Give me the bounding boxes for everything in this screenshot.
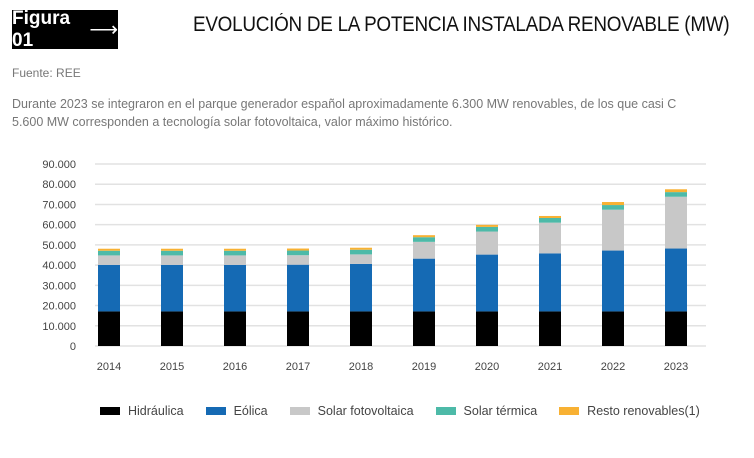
bar-segment: [350, 249, 372, 255]
legend-label: Hidráulica: [128, 404, 184, 418]
bar-segment: [350, 247, 372, 250]
x-tick-label: 2015: [160, 361, 184, 373]
bar-segment: [476, 231, 498, 255]
figure-label: Figura 01: [12, 7, 71, 51]
bar-segment: [350, 263, 372, 312]
bar-segment: [161, 250, 183, 256]
x-tick-label: 2020: [475, 361, 499, 373]
bar-segment: [224, 311, 246, 346]
y-tick-label: 80.000: [42, 179, 76, 191]
x-tick-label: 2014: [97, 361, 121, 373]
bar-segment: [602, 311, 624, 346]
bar-segment: [350, 311, 372, 346]
x-tick-label: 2018: [349, 361, 373, 373]
description: Durante 2023 se integraron en el parque …: [12, 95, 732, 131]
bar-segment: [161, 311, 183, 346]
legend-swatch: [205, 407, 226, 415]
bar-segment: [161, 255, 183, 265]
bar-segment: [665, 248, 687, 312]
legend: Hidráulica Eólica Solar fotovoltaica Solar …: [100, 404, 722, 418]
y-tick-label: 60.000: [42, 220, 76, 232]
bar-segment: [539, 253, 561, 312]
y-tick-label: 0: [70, 341, 76, 353]
bar-segment: [413, 237, 435, 242]
bar-segment: [98, 311, 120, 346]
bar-segment: [287, 255, 309, 265]
bar-segment: [98, 255, 120, 265]
bar-segment: [476, 226, 498, 232]
source-text: Fuente: REE: [12, 66, 81, 80]
bar-segment: [287, 311, 309, 346]
bar-segment: [539, 222, 561, 254]
bar-segment: [413, 258, 435, 312]
legend-label: Eólica: [233, 404, 268, 418]
legend-swatch: [435, 407, 456, 415]
y-tick-label: 40.000: [42, 260, 76, 272]
bar-segment: [98, 264, 120, 312]
bar-segment: [161, 264, 183, 312]
bar-segment: [476, 224, 498, 227]
bar-segment: [224, 264, 246, 312]
figure-badge: Figura 01 ⟶: [12, 7, 118, 51]
bar-segment: [161, 248, 183, 251]
legend-swatch: [289, 407, 310, 415]
x-tick-label: 2016: [223, 361, 247, 373]
x-tick-label: 2017: [286, 361, 310, 373]
bar-segment: [224, 255, 246, 265]
legend-item: Hidráulica: [100, 404, 184, 418]
x-tick-label: 2023: [664, 361, 688, 373]
y-tick-label: 90.000: [42, 159, 76, 171]
x-tick-label: 2019: [412, 361, 436, 373]
y-tick-label: 30.000: [42, 280, 76, 292]
legend-swatch: [100, 407, 120, 415]
legend-label: Solar térmica: [463, 404, 538, 418]
bar-segment: [539, 215, 561, 218]
bar-segment: [476, 254, 498, 312]
legend-label: Resto renovables(1): [587, 404, 700, 418]
bar-segment: [602, 202, 624, 206]
bar-segment: [602, 250, 624, 312]
bar-segment: [602, 205, 624, 210]
bar-segment: [665, 192, 687, 197]
bar-segment: [98, 248, 120, 251]
x-tick-label: 2022: [601, 361, 625, 373]
y-tick-label: 20.000: [42, 301, 76, 313]
bar-segment: [224, 250, 246, 256]
bar-segment: [224, 248, 246, 251]
stacked-bar-chart: 0 10.000 20.000 30.000 40.000 50.000 60.000 70.…: [42, 159, 706, 373]
description-line: 5.600 MW corresponden a tecnología solar…: [12, 115, 453, 129]
legend-item: Solar térmica: [435, 404, 538, 418]
description-line: Durante 2023 se integraron en el parque …: [12, 97, 677, 111]
bar-segment: [665, 311, 687, 346]
y-tick-label: 10.000: [42, 321, 76, 333]
x-tick-label: 2021: [538, 361, 562, 373]
legend-swatch: [559, 407, 580, 415]
bar-segment: [98, 250, 120, 256]
bar-segment: [350, 254, 372, 264]
bar-segment: [665, 196, 687, 249]
legend-item: Resto renovables(1): [559, 404, 700, 418]
bar-segment: [602, 209, 624, 251]
bar-segment: [287, 248, 309, 251]
bar-segment: [287, 264, 309, 312]
bar-segment: [476, 311, 498, 346]
arrow-right-icon: ⟶: [89, 19, 118, 41]
legend-item: Eólica: [205, 404, 268, 418]
bar-segment: [413, 235, 435, 238]
chart-title: EVOLUCIÓN DE LA POTENCIA INSTALADA RENOV…: [193, 13, 730, 36]
bar-segment: [539, 311, 561, 346]
legend-item: Solar fotovoltaica: [289, 404, 414, 418]
legend-label: Solar fotovoltaica: [317, 404, 414, 418]
y-tick-label: 70.000: [42, 199, 76, 211]
bar-segment: [413, 241, 435, 259]
bar-segment: [287, 250, 309, 256]
bar-segment: [665, 189, 687, 193]
y-tick-label: 50.000: [42, 240, 76, 252]
bar-segment: [539, 217, 561, 223]
bar-segment: [413, 311, 435, 346]
